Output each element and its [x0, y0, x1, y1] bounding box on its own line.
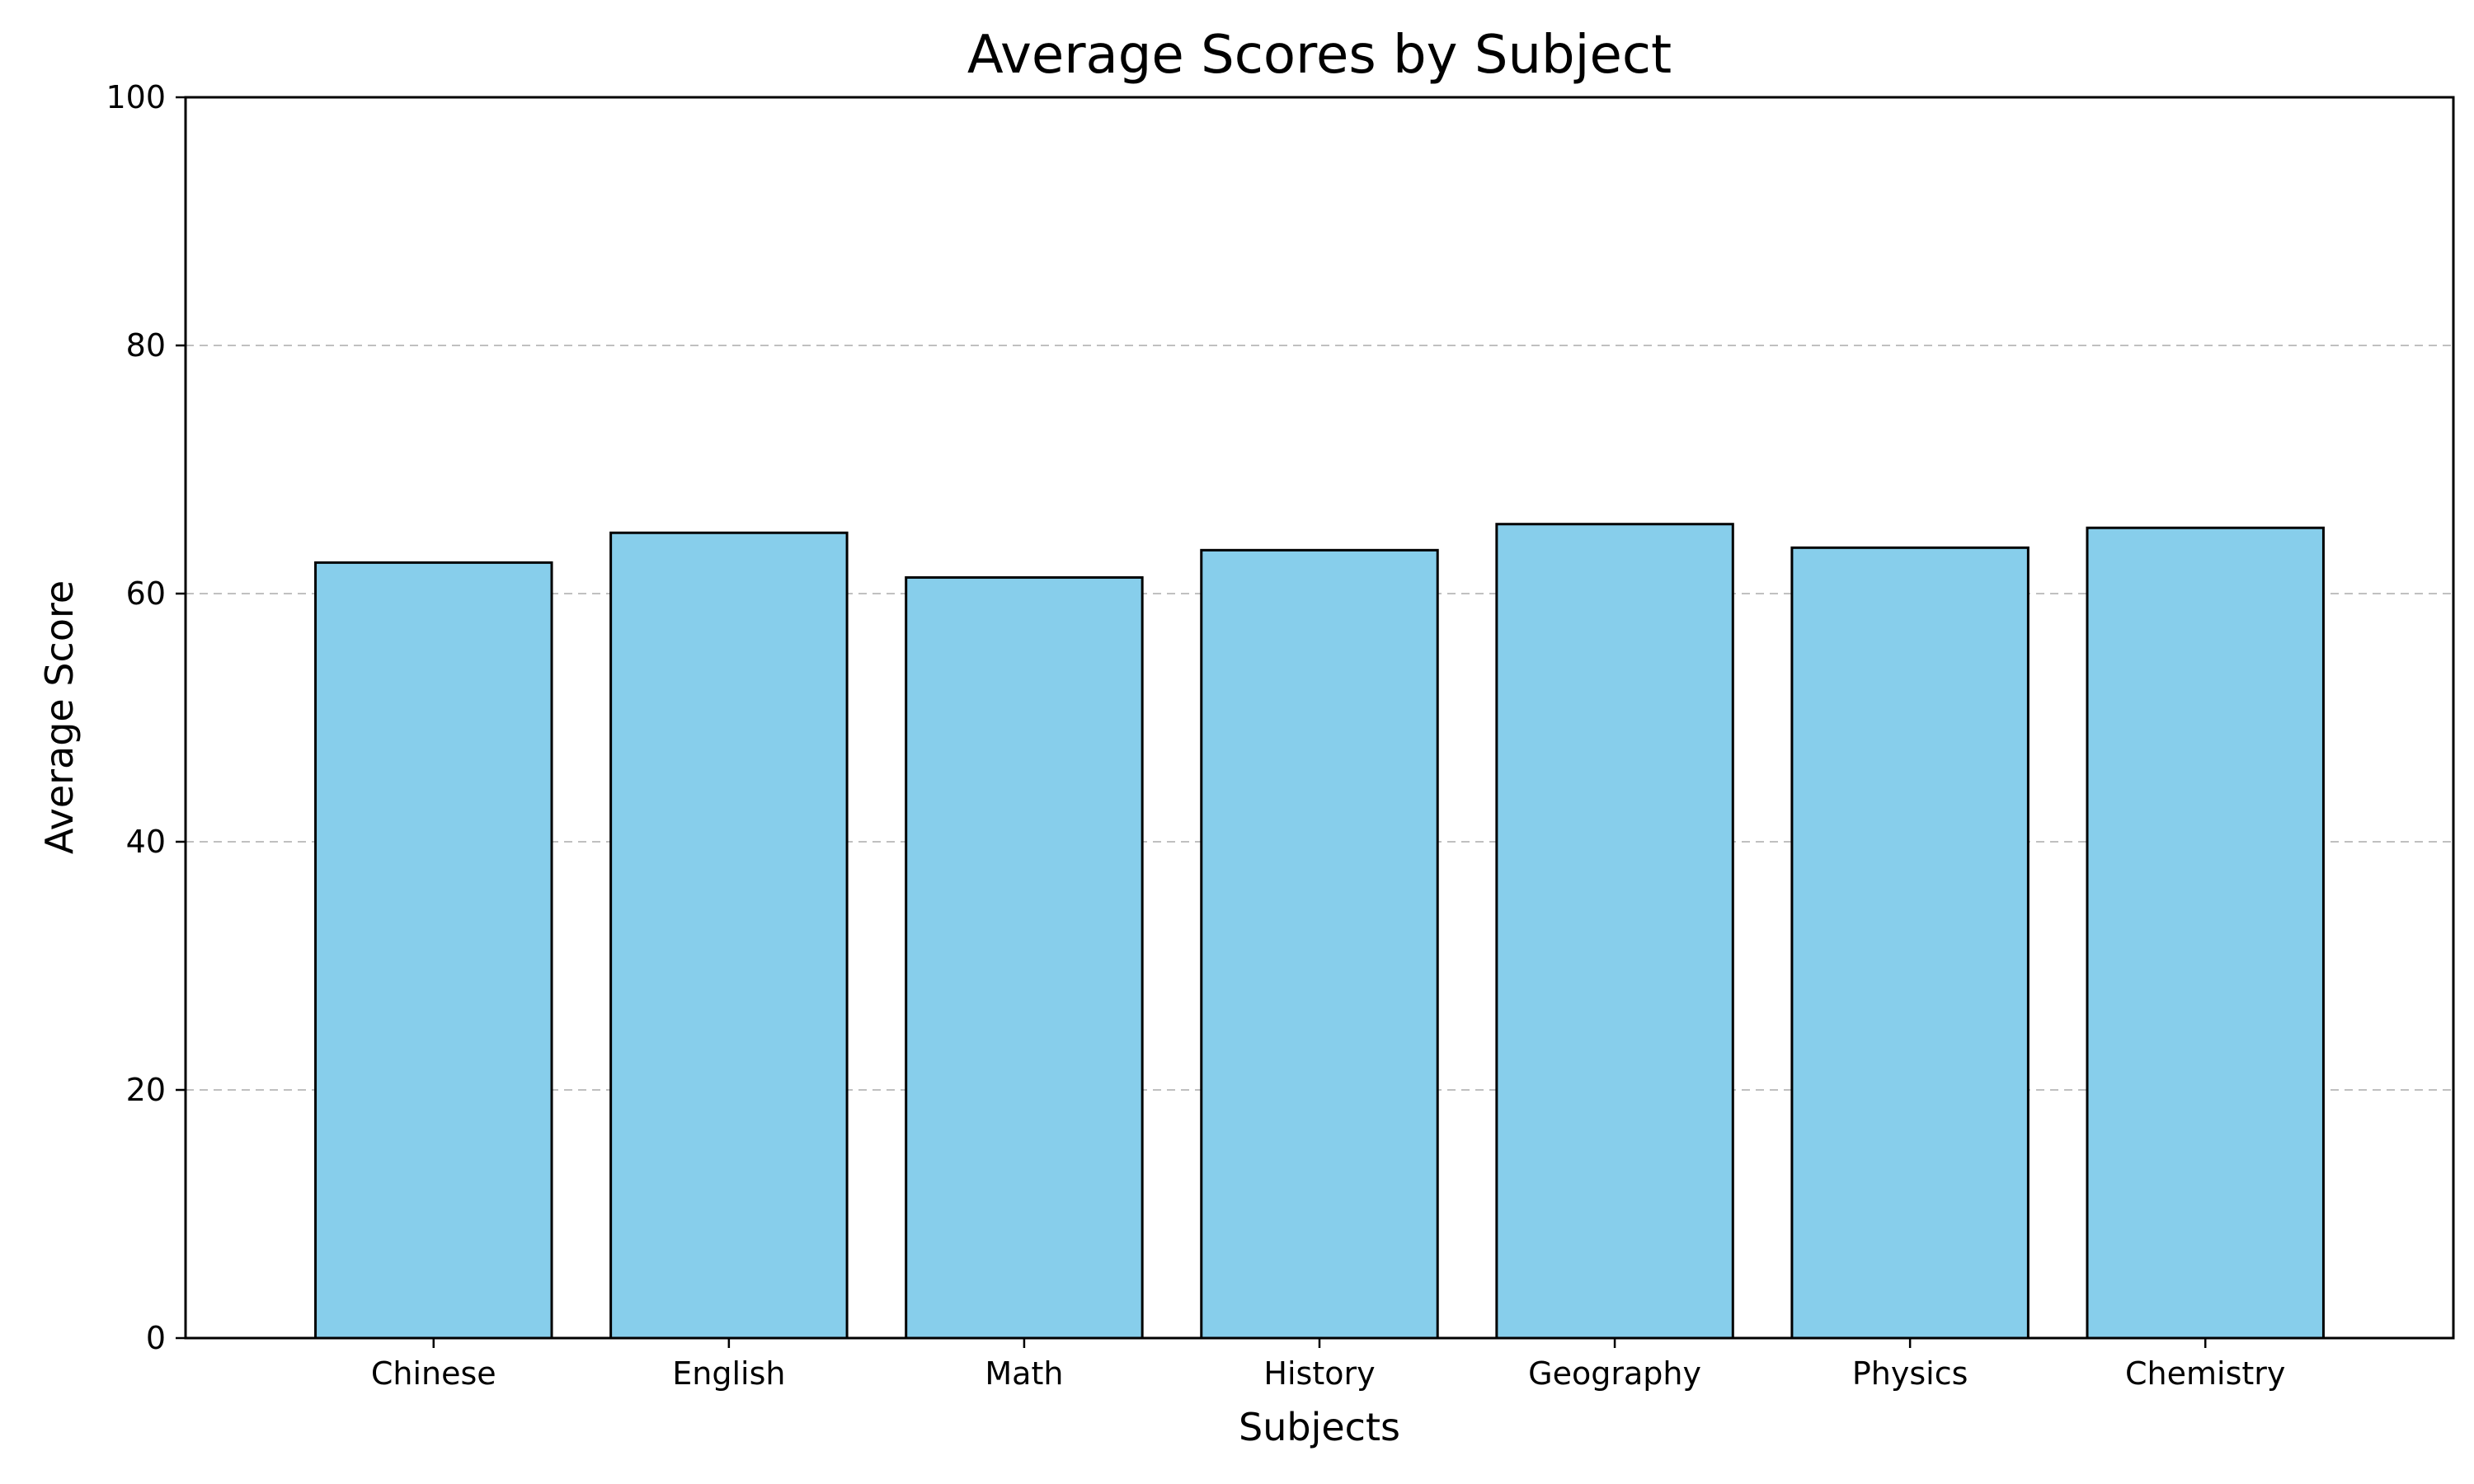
y-axis-ticks: 0 20 40 60 80 100	[106, 79, 186, 1356]
bar-geography	[1495, 523, 1734, 1340]
bars	[314, 523, 2325, 1340]
x-tick-label: Chemistry	[2125, 1355, 2285, 1392]
y-tick-label: 20	[126, 1072, 166, 1108]
bar-math	[905, 575, 1144, 1340]
x-tick-label: Geography	[1528, 1355, 1701, 1392]
x-tick-label: Physics	[1852, 1355, 1968, 1392]
chart-title: Average Scores by Subject	[967, 25, 1672, 86]
x-tick-label: English	[672, 1355, 785, 1392]
x-tick-label: Math	[985, 1355, 1063, 1392]
y-tick-label: 60	[126, 575, 166, 612]
x-axis-ticks: Chinese English Math History Geography Physic…	[371, 1338, 2285, 1392]
bar-physics	[1790, 546, 2030, 1340]
y-tick-label: 40	[126, 824, 166, 860]
y-tick-label: 100	[106, 79, 166, 115]
bar-history	[1200, 548, 1439, 1340]
x-tick-label: Chinese	[371, 1355, 496, 1392]
x-tick-label: History	[1263, 1355, 1375, 1392]
y-tick-label: 0	[146, 1320, 166, 1356]
x-axis-title: Subjects	[1239, 1405, 1400, 1449]
bar-chinese	[314, 561, 553, 1340]
bar-english	[609, 531, 849, 1340]
y-axis-title: Average Score	[37, 580, 82, 854]
bar-chemistry	[2086, 526, 2325, 1340]
y-tick-label: 80	[126, 327, 166, 364]
